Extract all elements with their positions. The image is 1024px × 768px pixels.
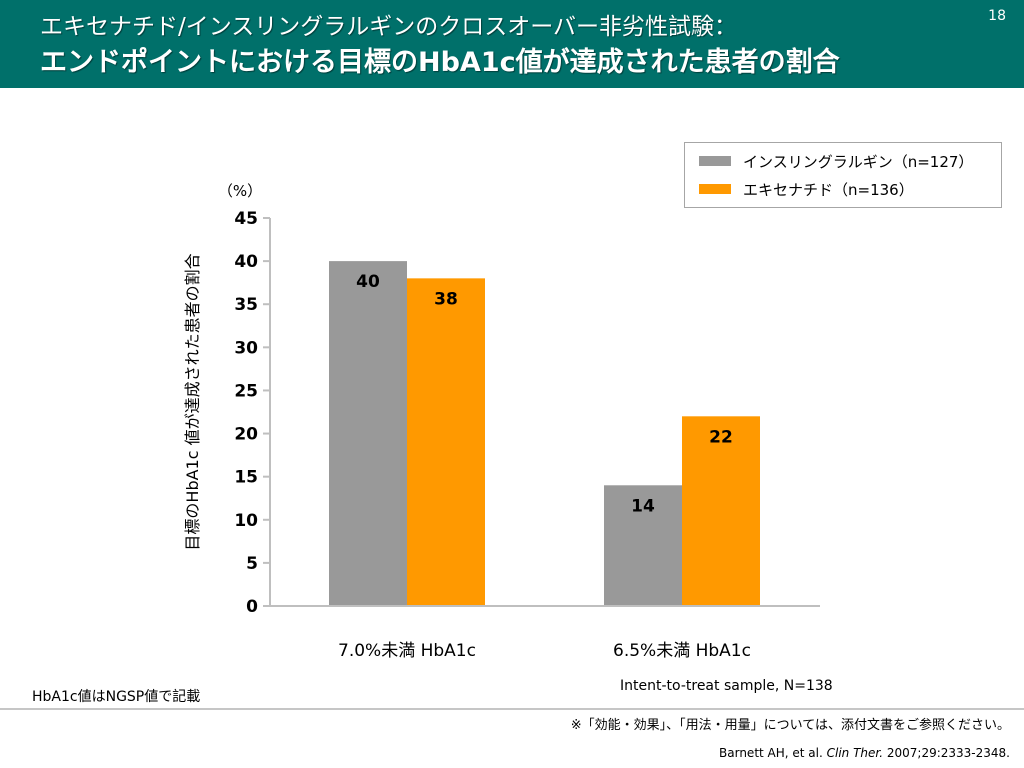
- legend-item-insulin-glargine: インスリングラルギン（n=127）: [699, 151, 973, 171]
- y-tick-label-40: 40: [234, 252, 258, 272]
- y-tick-label-15: 15: [234, 468, 258, 488]
- hba1c-ngsp-note: HbA1c値はNGSP値で記載: [32, 689, 201, 705]
- y-tick-label-45: 45: [234, 209, 258, 229]
- legend-swatch-exenatide: [699, 184, 731, 194]
- slide-title-line-2: エンドポイントにおける目標のHbA1c値が達成された患者の割合: [40, 47, 840, 78]
- page-number: 18: [988, 8, 1006, 24]
- y-tick-label-35: 35: [234, 295, 258, 315]
- data-label-s0-c0: 40: [356, 272, 380, 292]
- disclaimer-note: ※「効能・効果」、「用法・用量」については、添付文書をご参照ください。: [570, 718, 1010, 733]
- reference-authors: Barnett AH, et al.: [719, 746, 827, 760]
- y-tick-label-10: 10: [234, 511, 258, 531]
- y-axis-unit: （%）: [218, 182, 262, 200]
- reference-citation: Barnett AH, et al. Clin Ther. 2007;29:23…: [719, 746, 1010, 760]
- slide-title-line-1: エキセナチド/インスリングラルギンのクロスオーバー非劣性試験：: [40, 14, 738, 40]
- y-tick-label-30: 30: [234, 338, 258, 358]
- y-tick-label-20: 20: [234, 425, 258, 445]
- legend-item-exenatide: エキセナチド（n=136）: [699, 179, 914, 199]
- footer-divider: [0, 708, 1024, 710]
- bar-s1-c0: [407, 278, 485, 606]
- itt-sample-note: Intent-to-treat sample, N=138: [620, 678, 833, 694]
- data-label-s0-c1: 14: [631, 496, 655, 516]
- y-tick-label-5: 5: [246, 554, 258, 574]
- reference-detail: 2007;29:2333-2348.: [883, 746, 1010, 760]
- title-bar: エキセナチド/インスリングラルギンのクロスオーバー非劣性試験： エンドポイントに…: [0, 0, 1024, 88]
- y-tick-label-25: 25: [234, 381, 258, 401]
- legend-label-exenatide: エキセナチド（n=136）: [743, 180, 914, 199]
- y-axis-label: 目標のHbA1c 値が達成された患者の割合: [183, 253, 202, 550]
- bar-s0-c1: [604, 485, 682, 606]
- chart-legend: インスリングラルギン（n=127） エキセナチド（n=136）: [684, 142, 1002, 208]
- reference-journal: Clin Ther.: [826, 746, 884, 760]
- bar-s0-c0: [329, 261, 407, 606]
- data-label-s1-c1: 22: [709, 427, 733, 447]
- bar-s1-c1: [682, 416, 760, 606]
- x-category-label-0: 7.0%未満 HbA1c: [338, 641, 476, 661]
- data-label-s1-c0: 38: [434, 289, 458, 309]
- legend-label-insulin-glargine: インスリングラルギン（n=127）: [743, 152, 974, 171]
- y-tick-label-0: 0: [246, 597, 258, 617]
- legend-swatch-insulin-glargine: [699, 156, 731, 166]
- x-category-label-1: 6.5%未満 HbA1c: [613, 641, 751, 661]
